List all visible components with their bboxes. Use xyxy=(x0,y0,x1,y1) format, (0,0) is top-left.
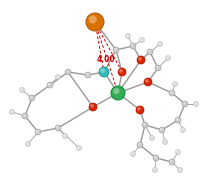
Circle shape xyxy=(113,88,119,94)
Circle shape xyxy=(56,74,60,80)
Circle shape xyxy=(140,37,145,43)
Circle shape xyxy=(153,168,155,170)
Circle shape xyxy=(165,56,171,60)
Circle shape xyxy=(180,128,186,132)
Circle shape xyxy=(153,155,159,161)
Circle shape xyxy=(20,88,23,90)
Circle shape xyxy=(156,66,159,68)
Circle shape xyxy=(65,69,71,75)
Circle shape xyxy=(118,68,126,76)
Circle shape xyxy=(148,50,151,53)
Circle shape xyxy=(86,73,89,76)
Circle shape xyxy=(150,136,153,138)
Circle shape xyxy=(170,91,173,94)
Circle shape xyxy=(63,134,66,136)
Circle shape xyxy=(26,142,29,144)
Circle shape xyxy=(114,48,117,50)
Circle shape xyxy=(36,130,39,132)
Circle shape xyxy=(137,107,141,111)
Circle shape xyxy=(137,56,145,64)
Circle shape xyxy=(29,95,35,101)
Circle shape xyxy=(140,38,142,40)
Circle shape xyxy=(25,142,31,146)
Circle shape xyxy=(182,101,188,107)
Circle shape xyxy=(131,152,134,154)
Circle shape xyxy=(170,160,173,163)
Circle shape xyxy=(173,82,176,84)
Circle shape xyxy=(166,56,169,58)
Circle shape xyxy=(86,13,104,31)
Circle shape xyxy=(10,109,14,115)
Circle shape xyxy=(126,34,128,36)
Circle shape xyxy=(136,106,144,114)
Circle shape xyxy=(62,133,68,139)
Circle shape xyxy=(55,125,61,131)
Circle shape xyxy=(22,113,28,119)
Circle shape xyxy=(178,168,180,170)
Circle shape xyxy=(138,57,142,61)
Circle shape xyxy=(30,96,33,98)
Circle shape xyxy=(153,167,157,173)
Circle shape xyxy=(89,15,97,23)
Circle shape xyxy=(131,44,134,46)
Circle shape xyxy=(194,102,196,105)
Circle shape xyxy=(155,65,161,71)
Circle shape xyxy=(176,150,178,152)
Circle shape xyxy=(183,102,186,105)
Circle shape xyxy=(56,126,59,129)
Circle shape xyxy=(158,42,161,44)
Circle shape xyxy=(169,159,175,165)
Circle shape xyxy=(163,140,165,143)
Circle shape xyxy=(56,75,58,77)
Circle shape xyxy=(175,117,181,123)
Circle shape xyxy=(173,81,178,87)
Circle shape xyxy=(48,83,51,85)
Circle shape xyxy=(113,47,119,53)
Circle shape xyxy=(66,70,69,73)
Circle shape xyxy=(126,33,130,39)
Circle shape xyxy=(157,42,163,46)
Circle shape xyxy=(149,136,155,140)
Circle shape xyxy=(176,118,179,121)
Circle shape xyxy=(163,139,167,145)
Circle shape xyxy=(169,90,175,96)
Circle shape xyxy=(137,142,143,148)
Circle shape xyxy=(147,49,153,55)
Circle shape xyxy=(89,103,97,111)
Circle shape xyxy=(23,114,26,116)
Circle shape xyxy=(178,167,182,173)
Circle shape xyxy=(160,128,163,131)
Circle shape xyxy=(176,149,180,154)
Circle shape xyxy=(119,69,123,73)
Circle shape xyxy=(143,123,146,125)
Circle shape xyxy=(85,72,91,78)
Circle shape xyxy=(35,129,41,135)
Circle shape xyxy=(19,88,25,92)
Circle shape xyxy=(130,43,136,49)
Circle shape xyxy=(181,128,184,130)
Circle shape xyxy=(99,67,109,77)
Circle shape xyxy=(159,127,165,133)
Circle shape xyxy=(10,110,12,112)
Circle shape xyxy=(90,104,94,108)
Circle shape xyxy=(111,86,125,100)
Circle shape xyxy=(138,143,140,146)
Circle shape xyxy=(76,146,81,150)
Circle shape xyxy=(47,82,53,88)
Circle shape xyxy=(130,152,136,156)
Circle shape xyxy=(145,79,149,83)
Circle shape xyxy=(194,101,198,106)
Circle shape xyxy=(142,122,148,128)
Circle shape xyxy=(101,68,105,73)
Text: 4.00: 4.00 xyxy=(97,56,116,64)
Circle shape xyxy=(154,156,157,159)
Circle shape xyxy=(144,78,152,86)
Circle shape xyxy=(77,146,80,148)
